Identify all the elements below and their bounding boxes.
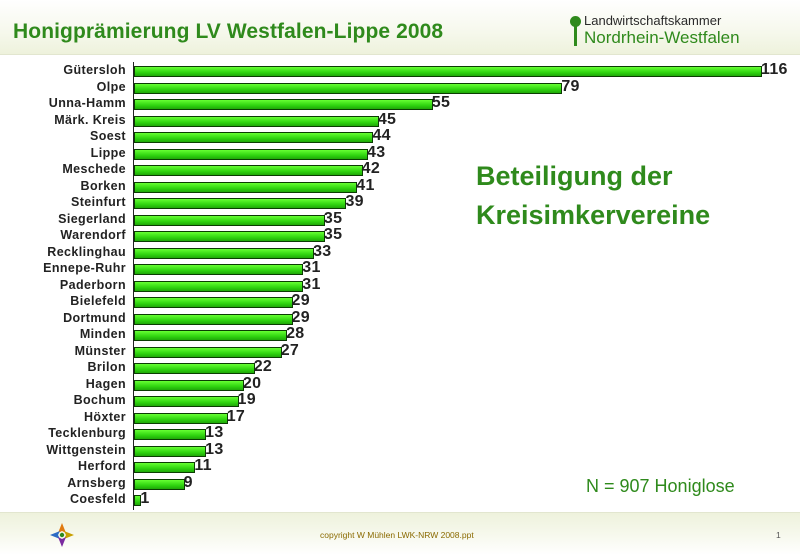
bar [134,198,347,209]
category-label: Unna-Hamm [48,96,126,110]
data-label: 31 [302,259,321,276]
logo-stem-icon [574,26,577,46]
bar [134,280,304,292]
bar [134,264,304,275]
bar-chart: Gütersloh 116 Olpe 79 Unna-Hamm 55 Märk. Kreis… [0,62,800,512]
logo-line2: Nordrhein-Westfalen [584,28,740,47]
bar [134,330,288,341]
data-label: 11 [194,457,212,474]
category-label: Herford [78,459,126,473]
category-label: Münster [74,343,126,358]
data-label: 29 [291,292,310,309]
y-axis-line [133,62,134,510]
bar [134,66,762,77]
category-label: Märk. Kreis [54,112,126,127]
bar [134,495,142,506]
data-label: 13 [205,440,224,458]
bar [134,297,293,308]
logo-line1: Landwirtschaftskammer [584,13,722,28]
data-label: 39 [345,193,364,210]
bar [134,429,207,440]
bar [134,412,228,424]
bar [134,231,325,242]
category-label: Recklinghau [47,244,126,259]
chart-heading-line2: Kreisimkervereine [476,200,711,230]
category-label: Coesfeld [70,492,126,506]
bar [134,478,185,490]
data-label: 27 [280,341,300,359]
bar [134,99,433,110]
data-label: 116 [761,61,788,78]
bar [134,379,244,391]
data-label: 45 [377,110,397,128]
category-label: Borken [80,178,126,193]
category-label: Arnsberg [67,475,126,490]
bar [134,82,563,94]
bar [134,181,358,193]
data-label: 13 [205,424,224,441]
category-label: Wittgenstein [46,442,126,457]
data-label: 28 [286,325,305,342]
category-label: Steinfurt [71,195,126,209]
footer-band: copyright W Mühlen LWK-NRW 2008.ppt 1 [0,512,800,555]
data-label: 41 [356,176,375,194]
category-label: Soest [89,129,126,143]
page-title: Honigprämierung LV Westfalen-Lippe 2008 [13,20,444,43]
data-label: 20 [242,374,262,392]
category-label: Olpe [96,79,126,94]
category-label: Dortmund [63,310,126,325]
bar [134,132,374,143]
bee-logo-icon [50,523,74,547]
data-label: 44 [372,127,391,144]
lwk-logo: Landwirtschaftskammer Nordrhein-Westfale… [570,10,790,50]
category-label: Ennepe-Ruhr [43,261,126,275]
bar [134,445,207,457]
category-label: Siegerland [58,211,126,226]
category-label: Lippe [90,145,126,160]
category-label: Minden [79,327,126,341]
category-label: Bielefeld [70,294,126,308]
chart-heading: Beteiligung der Kreisimkervereine [476,157,786,235]
category-label: Hagen [85,376,126,391]
logo-dot-icon [570,16,581,27]
data-label: 42 [361,160,381,177]
data-label: 19 [237,391,256,408]
data-label: 1 [140,490,150,507]
data-label: 43 [367,143,386,161]
category-label: Brilon [87,360,126,374]
data-label: 79 [561,77,580,95]
copyright-text: copyright W Mühlen LWK-NRW 2008.ppt [320,530,474,540]
category-label: Bochum [73,393,126,407]
data-label: 35 [323,209,343,227]
bar [134,148,369,160]
category-label: Höxter [84,409,126,424]
bar [134,115,379,127]
page-number: 1 [776,530,781,540]
data-label: 35 [323,226,343,243]
bar [134,363,255,374]
data-label: 33 [313,242,332,260]
data-label: 17 [226,407,246,425]
data-label: 55 [431,94,451,111]
data-label: 9 [183,473,193,491]
bar [134,313,293,325]
bar [134,214,325,226]
category-label: Paderborn [59,277,126,292]
bar [134,247,315,259]
category-label: Meschede [62,162,126,176]
sample-size-note: N = 907 Honiglose [586,476,735,496]
category-label: Tecklenburg [48,426,126,440]
chart-heading-line1: Beteiligung der [476,161,673,191]
bar [134,462,196,473]
category-label: Warendorf [60,228,126,242]
header-band: Honigprämierung LV Westfalen-Lippe 2008 … [0,0,800,55]
data-label: 31 [302,275,321,293]
bar [134,396,239,407]
bar [134,165,363,176]
category-label: Gütersloh [63,63,126,77]
data-label: 29 [291,308,310,326]
bar [134,346,282,358]
data-label: 22 [253,358,273,375]
